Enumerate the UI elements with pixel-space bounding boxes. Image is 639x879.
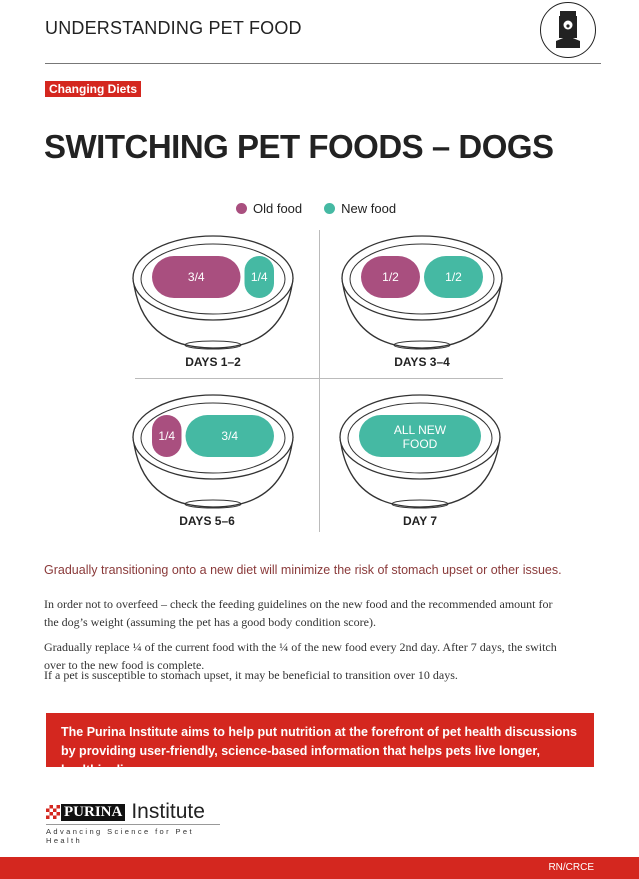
old-food-label: 1/2	[382, 270, 399, 284]
footer-code: RN/CRCE	[548, 862, 594, 873]
category-tag: Changing Diets	[45, 81, 142, 97]
brand-purina: PURINA	[61, 803, 126, 821]
new-food-label: 1/2	[445, 270, 462, 284]
old-food-portion	[361, 256, 420, 298]
legend-old-food: Old food	[236, 201, 302, 216]
old-food-label: 1/4	[158, 429, 175, 443]
pet-food-bag-icon	[540, 2, 596, 58]
header-title: UNDERSTANDING PET FOOD	[45, 18, 302, 38]
bowl: 3/4 1/4	[132, 235, 294, 350]
paragraph: In order not to overfeed – check the fee…	[44, 597, 553, 629]
bowl-day-label: DAYS 1–2	[185, 355, 241, 369]
purina-institute-logo: PURINA Institute	[46, 800, 205, 824]
paragraph: If a pet is susceptible to stomach upset…	[44, 668, 458, 682]
bowl-day-label: DAY 7	[402, 514, 438, 528]
bowl: 1/2 1/2	[341, 235, 503, 350]
new-food-portion	[359, 415, 481, 457]
old-food-label: 3/4	[188, 270, 205, 284]
checkerboard-icon	[46, 805, 60, 819]
legend-new-food: New food	[324, 201, 396, 216]
bowl-day-label: DAYS 5–6	[179, 514, 235, 528]
header-divider	[45, 63, 601, 64]
lead-text: Gradually transitioning onto a new diet …	[44, 563, 562, 577]
new-food-label: 1/4	[251, 270, 268, 284]
grid-divider-vertical	[319, 230, 320, 532]
page-title: SWITCHING PET FOODS – DOGS	[44, 128, 554, 165]
new-food-label: FOOD	[403, 437, 438, 451]
old-food-portion	[152, 256, 241, 298]
grid-divider-horizontal	[135, 378, 503, 379]
new-food-portion	[185, 415, 274, 457]
new-food-portion	[244, 256, 274, 298]
legend: Old food New food	[236, 201, 396, 216]
bowl-day-label: DAYS 3–4	[394, 355, 450, 369]
old-food-portion	[152, 415, 182, 457]
bowl: 1/4 3/4	[132, 394, 294, 509]
brand-tagline: Advancing Science for Pet Health	[46, 824, 220, 845]
new-food-portion	[424, 256, 483, 298]
footer-bar	[0, 857, 639, 879]
brand-institute: Institute	[131, 800, 205, 823]
mission-banner: The Purina Institute aims to help put nu…	[46, 713, 594, 777]
new-food-label: ALL NEW	[394, 423, 447, 437]
new-food-label: 3/4	[221, 429, 238, 443]
paragraph: Gradually replace ¼ of the current food …	[44, 640, 557, 672]
